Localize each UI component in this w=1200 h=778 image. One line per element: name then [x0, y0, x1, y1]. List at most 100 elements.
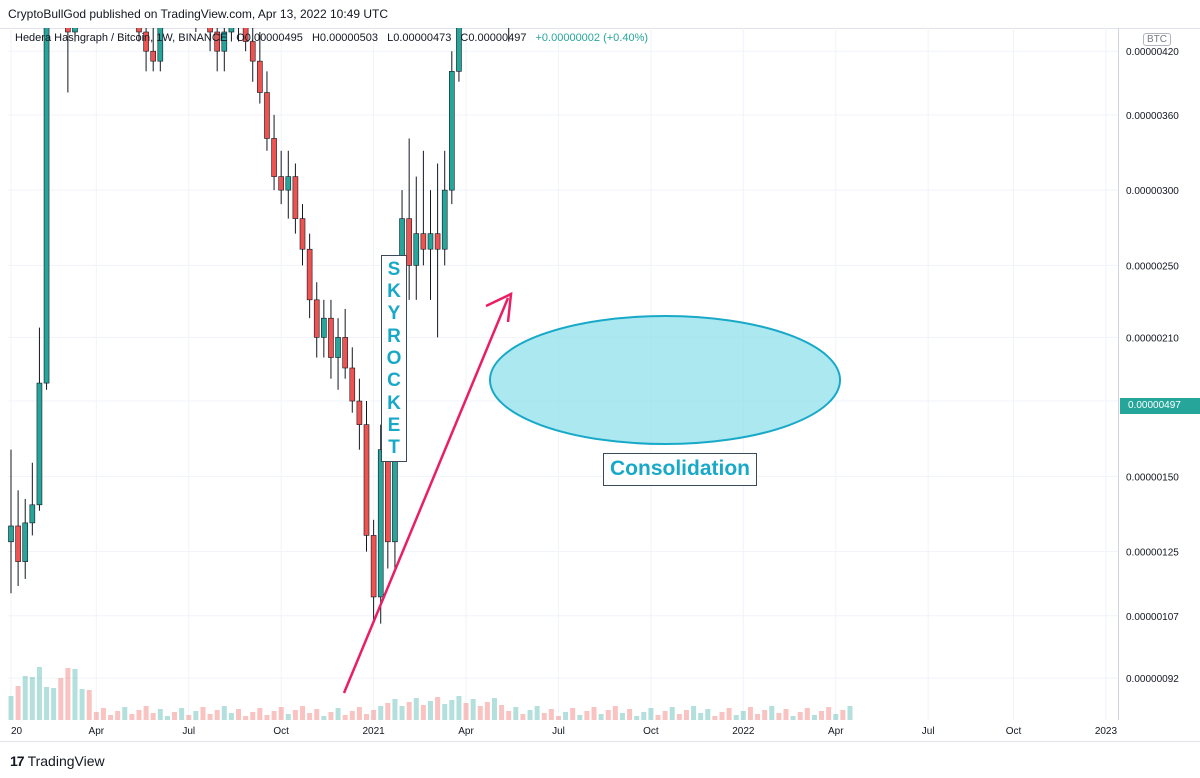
tradingview-logo[interactable]: 17 TradingView: [10, 753, 105, 769]
skyrocket-letter: K: [387, 280, 401, 302]
volume-bar: [691, 706, 697, 720]
candlestick-chart[interactable]: [8, 28, 1118, 720]
volume-bar: [570, 708, 576, 720]
candle-body: [285, 176, 292, 191]
volume-bar: [662, 711, 668, 720]
candle-body: [370, 535, 377, 598]
y-tick-label: 0.00000300: [1126, 186, 1179, 197]
volume-bar: [371, 710, 377, 720]
volume-bar: [769, 706, 775, 720]
volume-bar: [93, 712, 99, 720]
volume-bar: [172, 712, 178, 720]
candle-body: [363, 424, 370, 536]
volume-bar: [463, 703, 469, 720]
candle-body: [456, 28, 462, 72]
volume-bar: [129, 714, 135, 720]
candle-body: [72, 28, 78, 33]
candle-body: [221, 31, 228, 52]
x-tick-label: Apr: [828, 726, 844, 737]
price-axis[interactable]: 0.00000420 0.00000360 0.00000300 0.00000250…: [1118, 28, 1200, 720]
volume-bar: [164, 716, 170, 720]
ohlc-low: L0.00000473: [387, 32, 452, 44]
volume-bar: [634, 716, 640, 720]
volume-bar: [364, 714, 369, 720]
volume-bar: [712, 716, 718, 720]
x-tick-label: Jul: [922, 726, 935, 737]
skyrocket-letter: T: [388, 437, 400, 459]
volume-bar: [221, 706, 227, 720]
candle-body: [413, 233, 420, 266]
volume-bar: [740, 711, 746, 720]
skyrocket-letter: Y: [387, 303, 401, 325]
volume-bar: [29, 677, 35, 720]
volume-bar: [804, 708, 810, 720]
volume-bar: [563, 712, 569, 720]
volume-bar: [399, 706, 405, 720]
candle-body: [434, 233, 441, 250]
volume-bar: [392, 699, 398, 720]
volume-bar: [520, 714, 526, 720]
volume-bar: [819, 711, 825, 720]
consolidation-ellipse: [489, 315, 841, 445]
volume-bar: [705, 709, 711, 720]
volume-bar: [65, 668, 71, 720]
publish-info: CryptoBullGod published on TradingView.c…: [8, 7, 389, 21]
volume-bar: [427, 701, 433, 720]
volume-bar: [136, 710, 142, 720]
currency-badge[interactable]: BTC: [1143, 33, 1171, 46]
volume-bar: [58, 678, 64, 720]
volume-bar: [513, 707, 519, 720]
volume-bar: [335, 708, 341, 720]
volume-bar: [435, 697, 441, 720]
volume-bar: [22, 676, 28, 720]
volume-bar: [292, 710, 298, 720]
volume-bar: [193, 711, 199, 720]
volume-bar: [115, 711, 121, 720]
volume-bar: [406, 702, 412, 720]
ohlc-open: O0.00000495: [236, 32, 303, 44]
volume-bar: [86, 690, 92, 720]
volume-bar: [143, 706, 149, 720]
candle-body: [214, 31, 220, 52]
publish-header: CryptoBullGod published on TradingView.c…: [0, 0, 1200, 29]
candle-body: [257, 60, 263, 93]
x-tick-label: 2021: [362, 726, 385, 737]
skyrocket-letter: K: [387, 392, 401, 414]
volume-bar: [577, 715, 583, 720]
volume-bar: [491, 698, 497, 720]
volume-bar: [51, 688, 57, 720]
candle-body: [342, 337, 348, 369]
volume-bar: [186, 715, 192, 720]
volume-bar: [349, 711, 355, 720]
candle-body: [349, 367, 356, 402]
volume-bar: [207, 714, 213, 720]
skyrocket-letter: O: [386, 347, 402, 369]
volume-bar: [179, 708, 185, 720]
volume-bar: [264, 715, 270, 720]
volume-bar: [150, 713, 156, 720]
candle-body: [65, 28, 71, 33]
volume-bar: [385, 703, 391, 720]
volume-bar: [826, 707, 832, 720]
tradingview-logo-icon: 17: [10, 753, 25, 769]
candle-body: [8, 525, 14, 543]
x-tick-label: Apr: [458, 726, 474, 737]
volume-bar: [499, 705, 505, 720]
candle-body: [385, 449, 391, 543]
volume-bar: [285, 714, 291, 720]
volume-bar: [321, 716, 327, 720]
candle-body: [292, 176, 299, 219]
volume-bar: [413, 698, 419, 720]
candle-body: [36, 382, 43, 506]
x-tick-label: 2022: [732, 726, 755, 737]
volume-bar: [100, 708, 106, 720]
volume-bar: [840, 710, 846, 720]
skyrocket-letter: S: [387, 258, 401, 280]
volume-bar: [328, 712, 334, 720]
chart-pane[interactable]: [8, 28, 1119, 720]
candle-body: [150, 50, 156, 62]
volume-bar: [847, 706, 853, 720]
time-axis[interactable]: 20 Apr Jul Oct 2021 Apr Jul Oct 2022 Apr Jul Oct 202…: [8, 720, 1118, 740]
volume-bar: [449, 700, 455, 720]
